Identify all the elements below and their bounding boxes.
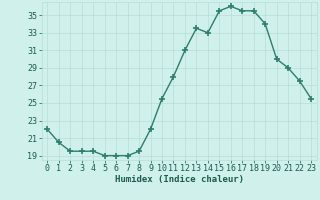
X-axis label: Humidex (Indice chaleur): Humidex (Indice chaleur)	[115, 175, 244, 184]
